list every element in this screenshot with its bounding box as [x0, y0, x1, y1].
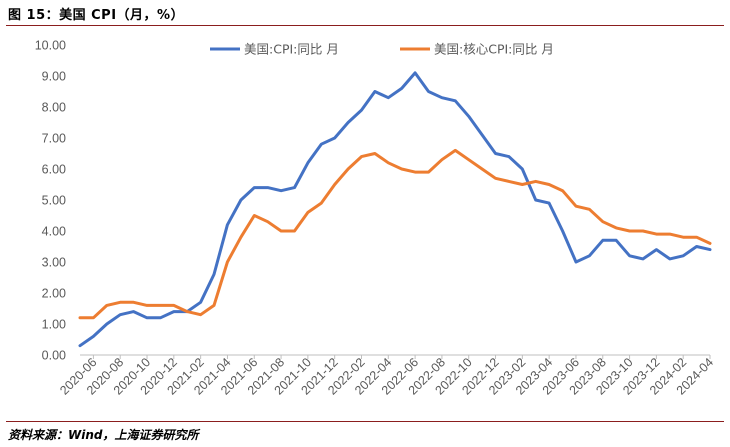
legend: 美国:CPI:同比 月 美国:核心CPI:同比 月	[210, 42, 554, 57]
figure-title: 图 15：美国 CPI（月，%）	[8, 8, 185, 23]
source-rule	[6, 421, 724, 422]
y-tick-label: 10.00	[35, 39, 66, 53]
title-rule	[6, 25, 724, 26]
y-tick-label: 6.00	[42, 163, 66, 177]
y-tick-label: 5.00	[42, 194, 66, 208]
x-axis: 2020-062020-082020-102020-122021-022021-…	[57, 354, 716, 398]
legend-label: 美国:CPI:同比 月	[244, 42, 339, 57]
source-note: 资料来源：Wind，上海证券研究所	[8, 428, 199, 442]
y-tick-label: 0.00	[42, 349, 66, 363]
y-tick-label: 2.00	[42, 287, 66, 301]
y-tick-label: 1.00	[42, 318, 66, 332]
cpi-line-chart: 0.00 1.00 2.00 3.00 4.00 5.00 6.00 7.00 8.00 9.00…	[35, 39, 716, 398]
series-layer	[78, 71, 712, 348]
y-tick-label: 3.00	[42, 256, 66, 270]
legend-label: 美国:核心CPI:同比 月	[434, 42, 554, 57]
core-cpi-yoy-line	[78, 148, 712, 320]
y-axis: 0.00 1.00 2.00 3.00 4.00 5.00 6.00 7.00 8.00 9.00…	[35, 39, 66, 363]
y-tick-label: 9.00	[42, 70, 66, 84]
y-tick-label: 4.00	[42, 225, 66, 239]
y-tick-label: 7.00	[42, 132, 66, 146]
y-tick-label: 8.00	[42, 101, 66, 115]
